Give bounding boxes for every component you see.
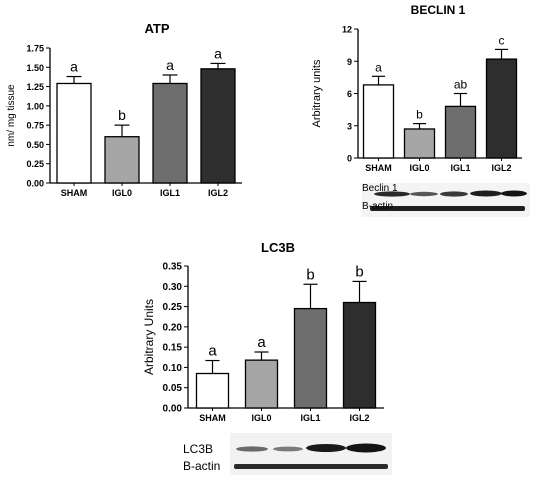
lc3b-significance-letter: a xyxy=(208,343,217,360)
atp-bar-sham xyxy=(56,82,92,184)
atp-y-tick-label: 0.25 xyxy=(26,159,44,169)
atp-bar-igl1 xyxy=(152,82,188,184)
lc3b-x-tick-label: SHAM xyxy=(199,413,226,423)
atp-x-tick-label: IGL1 xyxy=(160,188,180,198)
atp-x-tick-label: IGL2 xyxy=(208,188,228,198)
lc3b-bar-igl2 xyxy=(342,301,377,409)
atp-significance-letter: a xyxy=(166,57,174,73)
lc3b-significance-letter: b xyxy=(355,263,363,280)
atp-x-tick-label: SHAM xyxy=(61,188,88,198)
lc3b-significance-letter: a xyxy=(257,334,266,351)
lc3b-band-row xyxy=(236,443,386,453)
beclin-actin-row xyxy=(370,206,525,211)
lc3b-y-tick-label: 0.10 xyxy=(163,363,183,374)
beclin-bar-igl0 xyxy=(403,128,436,159)
beclin-x-tick-label: IGL0 xyxy=(409,163,429,173)
lc3b-y-tick-label: 0.25 xyxy=(163,302,183,313)
lc3b-actin-label: B-actin xyxy=(183,459,221,473)
atp-title: ATP xyxy=(144,21,169,36)
atp-y-tick-label: 1.50 xyxy=(26,63,44,73)
lc3b-bar-sham xyxy=(195,372,230,409)
beclin-blot-image xyxy=(362,183,530,217)
atp-bar-igl2 xyxy=(200,68,236,184)
beclin-title: BECLIN 1 xyxy=(411,3,466,17)
beclin-significance-letter: c xyxy=(499,33,505,47)
lc3b-bar-igl1 xyxy=(293,307,328,409)
beclin-significance-letter: b xyxy=(416,108,423,122)
beclin-y-tick-label: 3 xyxy=(347,121,352,131)
lc3b-blot-label: LC3B xyxy=(183,442,214,456)
atp-significance-letter: a xyxy=(70,59,78,75)
beclin-blot-label: Beclin 1 xyxy=(362,183,398,194)
lc3b-y-tick-label: 0.15 xyxy=(163,343,183,354)
lc3b-y-tick-label: 0.35 xyxy=(163,262,183,273)
atp-y-tick-label: 0.50 xyxy=(26,140,44,150)
atp-bar-igl0 xyxy=(104,136,140,184)
beclin-x-tick-label: IGL2 xyxy=(491,163,511,173)
beclin-y-tick-label: 0 xyxy=(347,154,352,164)
lc3b-significance-letter: b xyxy=(306,266,314,283)
lc3b-y-tick-label: 0.20 xyxy=(163,322,183,333)
atp-x-tick-label: IGL0 xyxy=(112,188,132,198)
atp-y-tick-label: 1.00 xyxy=(26,101,44,111)
beclin-bar-igl2 xyxy=(485,58,518,159)
beclin-y-tick-label: 6 xyxy=(347,89,352,99)
beclin-x-tick-label: SHAM xyxy=(365,163,392,173)
lc3b-y-tick-label: 0.30 xyxy=(163,282,183,293)
lc3b-x-tick-label: IGL0 xyxy=(251,413,271,423)
lc3b-title: LC3B xyxy=(261,240,295,255)
lc3b-ylabel: Arbitrary Units xyxy=(142,299,156,375)
beclin-actin-label: B-actin xyxy=(362,201,394,212)
beclin-x-tick-label: IGL1 xyxy=(450,163,470,173)
lc3b-x-tick-label: IGL2 xyxy=(349,413,369,423)
beclin-significance-letter: ab xyxy=(454,78,468,92)
beclin-y-tick-label: 12 xyxy=(342,25,352,35)
beclin-ylabel: Arbitrary units xyxy=(311,59,323,127)
atp-y-tick-label: 0.75 xyxy=(26,121,44,131)
atp-ylabel: nm/ mg tissue xyxy=(6,84,17,147)
atp-y-tick-label: 1.75 xyxy=(26,44,44,54)
atp-significance-letter: a xyxy=(214,45,222,61)
lc3b-actin-row xyxy=(234,464,388,469)
lc3b-y-tick-label: 0.05 xyxy=(163,383,183,394)
beclin-y-tick-label: 9 xyxy=(347,57,352,67)
beclin-significance-letter: a xyxy=(375,60,382,74)
lc3b-blot-image xyxy=(230,433,392,475)
beclin-bar-igl1 xyxy=(444,105,477,159)
atp-y-tick-label: 0.00 xyxy=(26,179,44,189)
lc3b-bar-igl0 xyxy=(244,359,279,409)
lc3b-blot-panel xyxy=(230,433,392,475)
beclin-blot-panel xyxy=(362,183,530,217)
atp-significance-letter: b xyxy=(118,107,126,123)
lc3b-y-tick-label: 0.00 xyxy=(163,404,183,415)
lc3b-x-tick-label: IGL1 xyxy=(300,413,320,423)
beclin-band-row xyxy=(374,190,527,197)
beclin-bar-sham xyxy=(362,84,395,159)
atp-y-tick-label: 1.25 xyxy=(26,82,44,92)
